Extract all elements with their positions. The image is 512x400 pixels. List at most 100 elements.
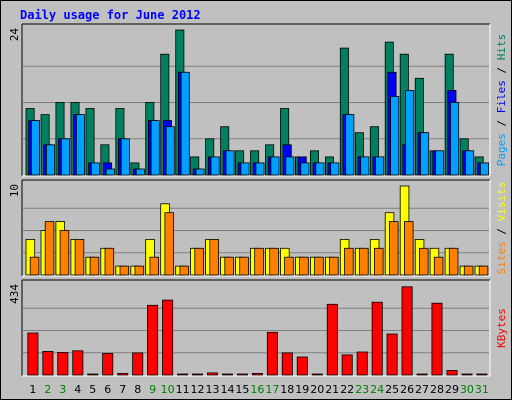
bar-kbytes-day-23 [356,351,368,376]
x-tick-day-29: 29 [445,383,459,396]
bar-sites-day-26 [403,221,414,276]
y-axis-labels: 24 10 434 [8,28,21,304]
bar-kbytes-day-21 [326,303,338,376]
y-max-label-visits-sites: 10 [8,184,21,197]
bar-sites-day-25 [388,221,399,276]
x-tick-day-15: 15 [235,383,249,396]
x-tick-day-3: 3 [59,383,66,396]
right-label-kbytes: KBytes [495,308,508,348]
bar-pages-day-17 [270,156,280,176]
bar-kbytes-day-22 [341,354,353,376]
x-tick-day-7: 7 [119,383,126,396]
bar-sites-day-19 [299,256,309,276]
x-tick-day-17: 17 [265,383,279,396]
bar-sites-day-6 [104,247,115,276]
x-tick-day-23: 23 [355,383,369,396]
bar-pages-day-25 [390,96,400,176]
right-label-segment: KBytes [495,308,508,348]
bar-pages-day-30 [465,150,475,176]
right-label-segment: / [495,221,508,241]
bar-kbytes-day-2 [42,350,54,376]
bar-kbytes-day-25 [386,333,398,376]
bar-sites-day-11 [179,265,189,276]
bar-pages-day-18 [285,156,295,176]
x-tick-day-2: 2 [44,383,51,396]
right-label-segment: Hits [495,34,508,61]
bar-pages-day-19 [300,162,310,176]
bar-pages-day-15 [240,162,250,176]
bar-sites-day-10 [164,212,174,276]
bar-sites-day-8 [134,265,145,276]
bar-pages-day-11 [180,71,190,176]
bar-kbytes-day-7 [117,372,129,376]
bar-pages-day-4 [75,114,85,176]
bar-sites-day-15 [239,256,249,276]
bar-pages-day-2 [46,144,56,176]
right-label-segment: Visits [495,182,508,222]
bar-kbytes-day-4 [72,350,84,376]
bar-sites-day-7 [119,265,130,276]
x-tick-day-10: 10 [161,383,175,396]
bar-sites-day-27 [418,247,429,276]
right-label-segment: Files [495,80,508,113]
x-tick-day-22: 22 [340,383,354,396]
bar-kbytes-day-17 [266,331,278,376]
x-tick-day-16: 16 [250,383,264,396]
bar-pages-day-23 [360,156,370,176]
x-tick-day-30: 30 [460,383,474,396]
bar-sites-day-23 [359,247,369,276]
bar-kbytes-day-12 [191,373,203,376]
panel-frames [21,23,491,377]
bar-pages-day-14 [225,150,235,176]
bar-pages-day-3 [60,138,70,176]
right-label-segment: Sites [495,241,508,274]
right-label-segment: / [495,60,508,80]
bar-pages-day-5 [90,162,100,176]
bar-pages-day-16 [255,162,265,176]
right-label-segment: Pages [495,133,508,166]
bar-pages-day-1 [30,120,40,176]
bar-kbytes-day-13 [206,372,218,376]
right-axis-labels: Pages / Files / Hits Sites / Visits KBytes [495,34,508,348]
x-tick-day-25: 25 [385,383,399,396]
bar-kbytes-day-5 [87,373,99,376]
x-tick-day-28: 28 [430,383,444,396]
x-tick-labels: 1 2 3 4 5 6 7 8 9 10 11 12 13 14 15 16 17 18 19 20 21 22 23 24 2… [29,383,488,396]
bar-kbytes-day-10 [162,299,174,376]
bar-sites-day-16 [254,247,264,276]
x-tick-day-14: 14 [221,383,235,396]
x-tick-day-11: 11 [176,383,190,396]
bar-kbytes-day-3 [57,351,69,376]
bar-pages-day-27 [420,132,430,176]
bar-sites-day-22 [344,247,354,276]
bar-sites-day-28 [433,256,444,276]
bar-sites-day-24 [373,247,384,276]
bar-kbytes-day-14 [221,373,233,376]
bar-pages-day-10 [165,126,175,176]
bar-sites-day-17 [269,247,279,276]
bar-kbytes-day-31 [476,373,488,376]
bar-kbytes-day-28 [431,302,443,376]
bar-kbytes-day-19 [296,356,308,376]
y-max-label-pages-files-hits: 24 [8,28,21,42]
bar-kbytes-day-24 [371,301,383,376]
bar-pages-day-26 [405,90,415,176]
bar-sites-day-4 [74,238,85,276]
bar-pages-day-8 [135,168,145,176]
x-tick-day-8: 8 [134,383,141,396]
right-label-pages-files-hits: Pages / Files / Hits [495,34,508,167]
bar-sites-day-30 [463,265,474,276]
bar-pages-day-22 [345,114,355,176]
bar-sites-day-2 [44,221,55,276]
panel-kbytes [22,280,490,376]
x-tick-day-13: 13 [206,383,220,396]
bar-kbytes-day-6 [102,353,114,376]
bar-pages-day-9 [150,120,160,176]
bar-sites-day-13 [209,238,219,276]
bar-sites-day-5 [89,256,100,276]
bar-pages-day-31 [479,162,489,176]
bar-sites-day-9 [149,256,159,276]
x-tick-day-6: 6 [104,383,111,396]
bar-sites-day-12 [194,247,204,276]
bar-pages-day-7 [120,138,130,176]
